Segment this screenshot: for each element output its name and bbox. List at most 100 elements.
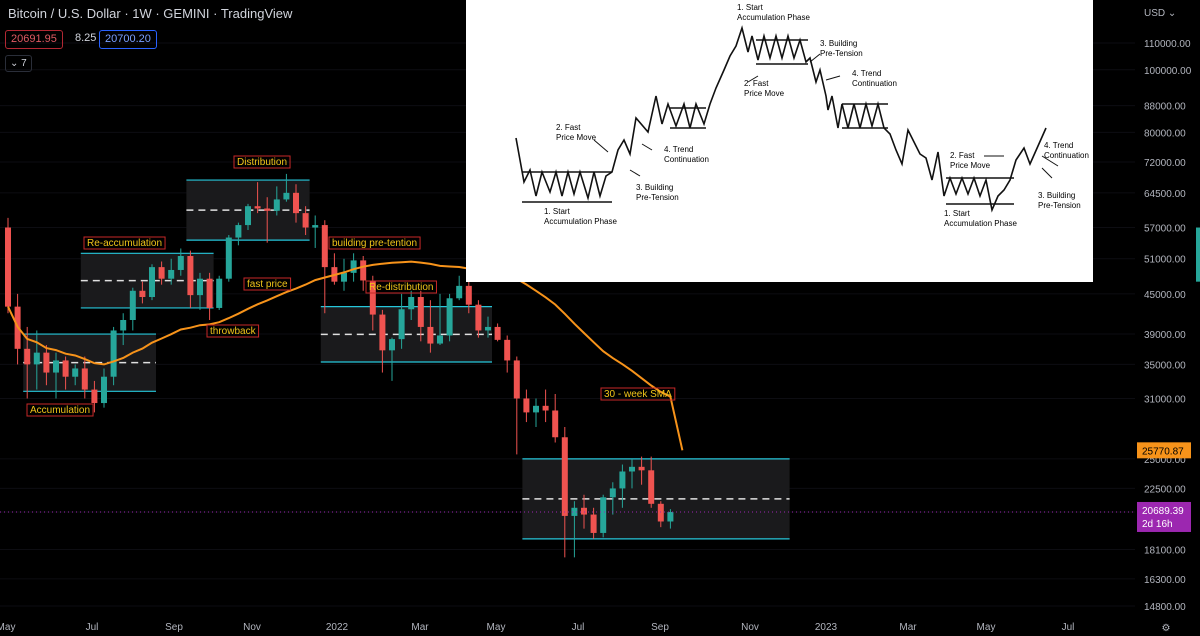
inset-label: Accumulation Phase [737,13,810,22]
symbol-title[interactable]: Bitcoin / U.S. Dollar · 1W · GEMINI · Tr… [8,6,293,21]
time-label: Mar [899,622,917,633]
candle-body [24,348,31,365]
time-label: Nov [243,622,261,633]
candle-body [216,278,223,308]
price-tick-label: 51000.00 [1144,255,1186,266]
candle-body [494,326,501,340]
price-tick-label: 45000.00 [1144,290,1186,301]
label-building-pre-tention-border [328,236,421,250]
indicators-toggle[interactable]: ⌄ 7 [5,55,32,72]
label-redistribution-text: Re-distribution [369,282,433,293]
inset-label: 3. Building [1038,191,1075,200]
price-tick-label: 64500.00 [1144,189,1186,200]
label-distribution-border [233,155,291,169]
sma-line [7,260,684,451]
inset-arrow [825,75,841,81]
candle-body [542,405,549,411]
settings-gear-icon[interactable]: ⚙ [1162,623,1171,634]
candle-body [417,297,424,327]
label-distribution: Distribution [233,155,291,169]
price-tick-label: 25000.00 [1144,455,1186,466]
annotation-labels: Accumulation Re-accumulation throwback Dist… [26,155,676,417]
candle-body [158,267,165,279]
candle-body [129,290,136,321]
inset-arrow [629,169,641,177]
time-axis[interactable]: May Jul Sep Nov 2022 Mar May Jul Sep Nov 2023 Mar Ma… [0,622,1171,634]
price-tick-label: 100000.00 [1144,66,1192,77]
price-tick-label: 88000.00 [1144,102,1186,113]
candle-body [475,304,482,331]
candle-body [485,326,491,331]
label-reaccumulation: Re-accumulation [83,236,166,250]
candle-body [465,285,472,305]
inset-label: Price Move [556,133,597,142]
time-label: Sep [651,622,669,633]
label-throwback-text: throwback [210,326,257,337]
time-label: Jul [1062,622,1075,633]
inset-label: Continuation [1044,151,1089,160]
time-label: Mar [411,622,429,633]
inset-label: Pre-Tension [636,193,679,202]
price-axis-bg [1136,0,1200,636]
candle-body [91,389,98,404]
inset-arrow [809,53,821,63]
ask-price[interactable]: 20700.20 [99,30,157,49]
candle-body [533,405,539,413]
time-label: 2023 [815,622,838,633]
candle-body [427,326,434,344]
label-accumulation: Accumulation [26,403,94,417]
candle-body [187,256,194,296]
price-tick-label: 35000.00 [1144,360,1186,371]
price-tick-label: 31000.00 [1144,394,1186,405]
candle-body [302,213,309,228]
spread-value: 8.25 [75,32,97,44]
currency-label[interactable]: USD ⌄ [1144,8,1176,19]
candle-body [609,488,616,498]
inset-label: Pre-Tension [1038,201,1081,210]
price-tick-label: 110000.00 [1144,39,1191,50]
candle-body [379,314,386,351]
candle-body [120,320,127,331]
label-fast-price: fast price [243,277,292,291]
candle-body [206,278,213,308]
bid-price[interactable]: 20691.95 [5,30,63,49]
candle-body [283,192,290,200]
price-tick-label: 57000.00 [1144,224,1186,235]
label-distribution-text: Distribution [237,157,287,168]
label-fast-price-text: fast price [247,279,288,290]
candle-body [408,297,415,310]
price-tick-label: 72000.00 [1144,158,1186,169]
price-tick-label: 39000.00 [1144,330,1186,341]
time-label: 2022 [326,622,349,633]
price-tick-label: 14800.00 [1144,602,1186,613]
sma-price-badge [1137,442,1191,459]
time-label: Jul [572,622,585,633]
candle-body [657,503,664,522]
inset-label: Pre-Tension [820,49,863,58]
label-accumulation-text: Accumulation [30,405,90,416]
candle-body [581,507,587,515]
inset-label: 2. Fast [744,79,769,88]
price-tick-label: 16300.00 [1144,575,1186,586]
candle-body [235,225,242,238]
candle-body [350,260,357,273]
candle-body [33,352,40,365]
candle-body [571,507,578,516]
inset-arrow [747,75,759,83]
inset-label: 2. Fast [950,151,975,160]
time-label: Jul [86,622,99,633]
inset-label: Continuation [664,155,709,164]
candle-body [629,466,635,472]
candle-body [254,206,261,209]
partial-candle [1196,227,1200,282]
inset-label: 4. Trend [1044,141,1073,150]
inset-arrow [1041,155,1059,167]
label-redistribution: Re-distribution [365,280,437,294]
candle-body [389,339,395,351]
candle-body [446,298,453,336]
time-label: May [487,622,506,633]
label-reaccumulation-text: Re-accumulation [87,238,162,249]
